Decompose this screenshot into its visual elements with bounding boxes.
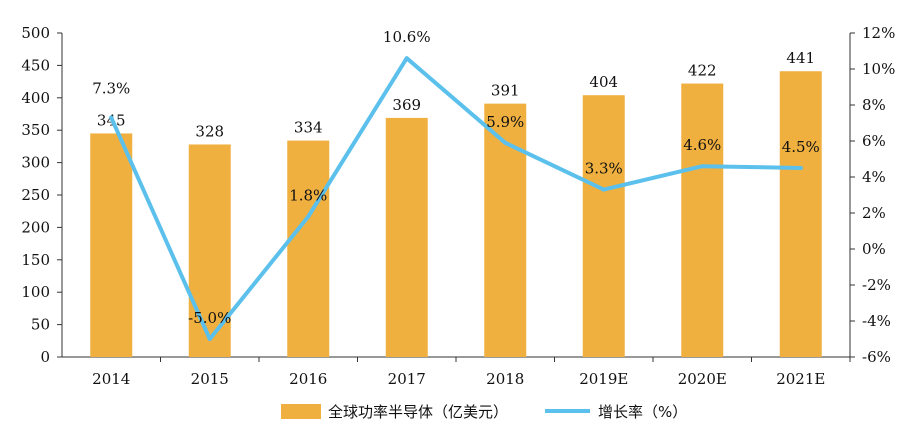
y-right-tick-label: 8%: [862, 96, 886, 114]
plot-area: 0 50 100 150 200 250 300 350 400 450 500 -6% -4% -2% 0…: [21, 24, 895, 388]
bar: [90, 133, 133, 357]
x-tick-label: 2020E: [678, 370, 727, 388]
legend-label-bar: 全球功率半导体（亿美元）: [328, 403, 508, 421]
x-tick-label: 2019E: [579, 370, 628, 388]
y-left-tick-label: 200: [21, 218, 50, 236]
x-tick-label: 2021E: [776, 370, 825, 388]
bar: [484, 103, 527, 357]
y-left-tick-label: 500: [21, 24, 50, 42]
y-left-tick-label: 300: [21, 154, 50, 172]
line-data-label: 4.6%: [683, 136, 721, 154]
y-right-tick-label: -4%: [862, 312, 891, 330]
line-point: [798, 166, 803, 170]
line-data-label: -5.0%: [188, 309, 231, 327]
growth-rate-line: [109, 56, 803, 341]
bar: [582, 95, 625, 357]
y-left-tick-label: 100: [21, 283, 50, 301]
bar: [779, 71, 822, 358]
legend-swatch-bar: [281, 404, 321, 419]
line-point: [207, 337, 212, 341]
y-left-tick-label: 0: [40, 348, 50, 366]
y-right-tick-label: 12%: [862, 24, 895, 42]
line-point: [109, 115, 114, 120]
x-tick-label: 2014: [92, 370, 130, 388]
y-left-tick-label: 400: [21, 89, 50, 107]
line-point: [601, 187, 606, 192]
line-data-label: 1.8%: [289, 187, 327, 205]
legend-label-line: 增长率（%）: [598, 403, 687, 421]
line-point: [700, 164, 705, 169]
y-right-tick-label: 10%: [862, 60, 895, 78]
y-left-tick-label: 150: [21, 251, 50, 269]
bar-data-label: 404: [589, 73, 618, 91]
line-point: [306, 214, 311, 219]
bar-data-label: 328: [195, 122, 224, 140]
line-data-label: 5.9%: [486, 113, 524, 131]
y-left-tick-label: 250: [21, 186, 50, 204]
bar: [287, 140, 330, 357]
x-tick-label: 2015: [191, 370, 229, 388]
bar: [385, 117, 428, 357]
bar-data-label: 334: [294, 119, 323, 137]
x-tick-label: 2018: [486, 370, 524, 388]
line-data-label: 3.3%: [585, 160, 623, 178]
bar-data-label: 441: [786, 49, 815, 67]
y-left-tick-label: 50: [31, 316, 50, 334]
y-left-tick-label: 350: [21, 121, 50, 139]
line-data-label: 7.3%: [92, 80, 130, 98]
line-data-label: 4.5%: [782, 138, 820, 156]
y-right-tick-label: -6%: [862, 348, 891, 366]
legend: 全球功率半导体（亿美元） 增长率（%）: [281, 403, 687, 421]
y-left-tick-label: 450: [21, 56, 50, 74]
bar: [681, 83, 724, 357]
line-data-label: 10.6%: [383, 28, 431, 46]
y-right-tick-label: 4%: [862, 168, 886, 186]
bar-data-label: 422: [688, 62, 717, 80]
y-right-tick-label: 0%: [862, 240, 886, 258]
x-tick-label: 2016: [289, 370, 327, 388]
x-tick-label: 2017: [388, 370, 426, 388]
line-point: [503, 140, 508, 145]
y-right-tick-label: 6%: [862, 132, 886, 150]
y-right-tick-label: -2%: [862, 276, 891, 294]
bar-data-label: 391: [491, 82, 520, 100]
y-right-tick-label: 2%: [862, 204, 886, 222]
bar-data-label: 369: [392, 96, 421, 114]
line-point: [404, 56, 409, 61]
